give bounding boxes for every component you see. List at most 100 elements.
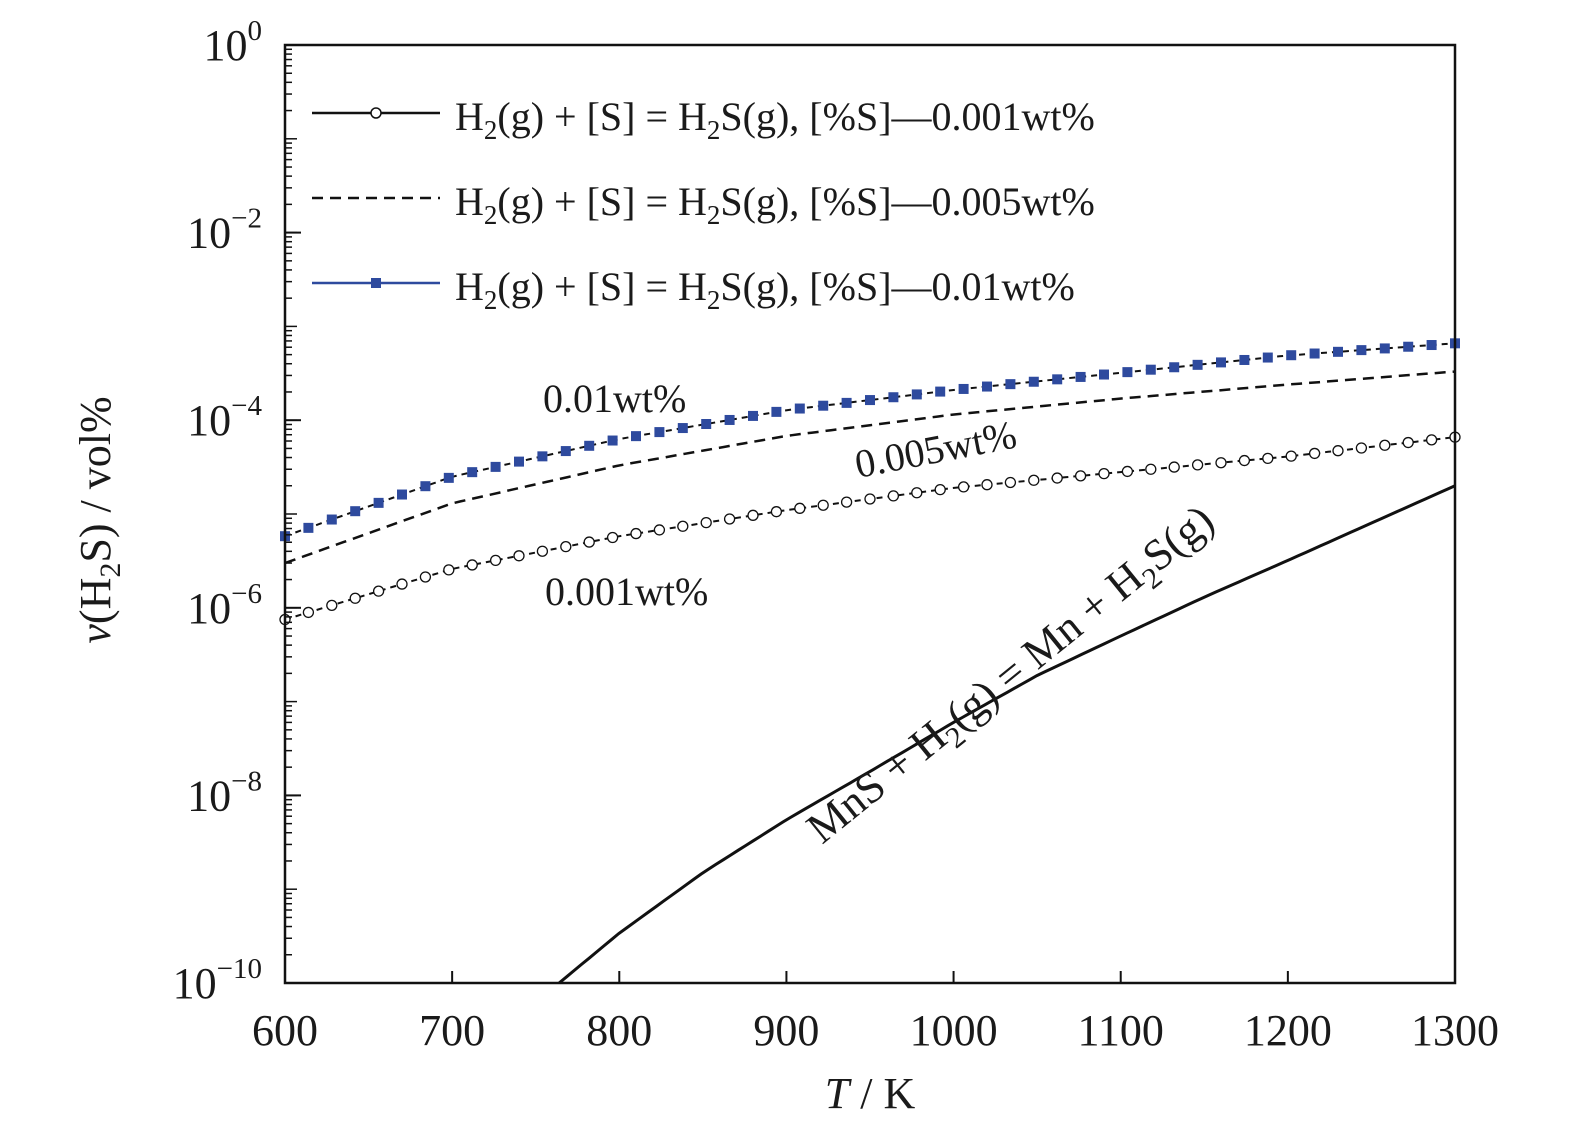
data-point-circle — [302, 606, 315, 619]
data-point-circle — [864, 493, 876, 505]
data-point-square — [490, 461, 501, 472]
data-point-square — [373, 497, 384, 508]
data-point-square — [607, 435, 618, 446]
data-point-square — [771, 406, 782, 417]
series-layer — [279, 338, 1461, 985]
data-point-square — [818, 400, 829, 411]
data-point-circle — [536, 545, 549, 557]
data-point-square — [1262, 352, 1273, 363]
data-point-circle — [1285, 450, 1297, 462]
data-point-square — [1216, 357, 1226, 368]
data-point-square — [1145, 364, 1156, 375]
legend-label-01: H2(g) + [S] = H2S(g), [%S]—0.01wt% — [455, 264, 1075, 315]
data-point-circle — [1379, 439, 1391, 451]
data-point-square — [748, 410, 758, 421]
y-tick-label: 10−4 — [187, 390, 262, 445]
data-point-circle — [1355, 442, 1368, 454]
data-point-circle — [1425, 434, 1438, 446]
x-tick-label: 700 — [419, 1006, 485, 1055]
data-point-square — [631, 431, 641, 442]
data-point-square — [1169, 362, 1180, 373]
series-line-005 — [284, 370, 1456, 565]
annotation-mns-reaction: MnS + H2(g) = Mn + H2S(g) — [797, 495, 1227, 858]
data-point-circle — [1402, 436, 1414, 449]
data-point-square — [1239, 354, 1250, 365]
data-point-square — [865, 395, 875, 406]
data-point-square — [1075, 371, 1086, 382]
x-tick-label: 900 — [753, 1006, 819, 1055]
data-point-circle — [443, 564, 455, 576]
data-point-circle — [1121, 465, 1134, 478]
data-point-square — [326, 514, 337, 525]
y-tick-label: 10−2 — [187, 203, 262, 258]
data-point-square — [1005, 379, 1016, 390]
x-tick-label: 1300 — [1411, 1006, 1499, 1055]
data-point-circle — [1098, 467, 1110, 480]
data-point-circle — [887, 490, 900, 502]
data-point-square — [303, 522, 314, 533]
data-point-circle — [1262, 452, 1274, 465]
data-point-circle — [1145, 463, 1157, 475]
data-point-circle — [723, 513, 736, 525]
data-point-circle — [1191, 459, 1204, 471]
y-tick-label: 100 — [204, 15, 263, 70]
data-point-circle — [630, 527, 642, 540]
legend-entry-005: H2(g) + [S] = H2S(g), [%S]—0.005wt% — [312, 179, 1095, 230]
data-point-square — [935, 386, 946, 397]
data-point-circle — [794, 502, 806, 514]
legend-entry-001: H2(g) + [S] = H2S(g), [%S]—0.001wt% — [312, 94, 1095, 145]
legend-label-001: H2(g) + [S] = H2S(g), [%S]—0.001wt% — [455, 94, 1095, 145]
legend-marker-circle — [370, 107, 382, 119]
series-s005 — [284, 370, 1456, 565]
data-point-circle — [747, 509, 759, 521]
data-point-circle — [1004, 476, 1017, 489]
data-point-circle — [653, 524, 666, 536]
data-point-square — [467, 467, 478, 478]
data-point-circle — [934, 483, 946, 496]
annotation-0.01wt: 0.01wt% — [543, 376, 686, 421]
data-point-square — [1192, 359, 1203, 370]
data-point-circle — [1051, 472, 1063, 484]
data-point-circle — [606, 531, 619, 544]
data-point-circle — [419, 571, 432, 583]
data-point-circle — [372, 585, 385, 597]
data-point-circle — [466, 559, 478, 571]
annotation-0.005wt: 0.005wt% — [851, 411, 1020, 486]
data-point-circle — [1074, 470, 1087, 482]
data-point-square — [1403, 341, 1414, 352]
data-point-square — [1052, 374, 1063, 385]
data-point-square — [350, 506, 361, 517]
axes-layer: 600 700 800 900 1000 1100 1200 1300 100 10−2 10−4 1… — [173, 15, 1499, 1055]
data-point-circle — [817, 499, 829, 511]
x-tick-label: 800 — [586, 1006, 652, 1055]
y-axis-label: v(H2S) / vol% — [71, 396, 127, 643]
data-point-square — [701, 419, 712, 430]
x-tick-label: 1100 — [1078, 1006, 1164, 1055]
data-point-square — [982, 381, 992, 392]
data-point-circle — [840, 496, 853, 508]
y-tick-label: 10−8 — [187, 765, 262, 820]
data-point-square — [584, 440, 595, 451]
legend-marker-square — [371, 278, 381, 288]
data-point-square — [1286, 350, 1297, 361]
data-point-circle — [1238, 454, 1251, 467]
data-point-square — [888, 392, 899, 403]
data-point-circle — [981, 479, 993, 491]
data-point-square — [1028, 376, 1039, 387]
x-tick-label: 1200 — [1244, 1006, 1332, 1055]
data-point-square — [911, 389, 922, 400]
data-point-circle — [1028, 474, 1040, 486]
x-tick-label: 600 — [252, 1006, 318, 1055]
legend-label-005: H2(g) + [S] = H2S(g), [%S]—0.005wt% — [455, 179, 1095, 230]
data-point-circle — [326, 599, 338, 611]
legend-entry-01: H2(g) + [S] = H2S(g), [%S]—0.01wt% — [312, 264, 1075, 315]
data-point-square — [724, 414, 735, 425]
data-point-square — [514, 456, 524, 467]
data-point-circle — [1168, 461, 1180, 473]
data-point-circle — [396, 578, 408, 590]
data-point-square — [1099, 369, 1109, 380]
data-point-square — [1333, 346, 1343, 357]
data-point-circle — [1308, 447, 1321, 460]
series-mns — [558, 484, 1456, 985]
data-point-circle — [911, 487, 923, 499]
